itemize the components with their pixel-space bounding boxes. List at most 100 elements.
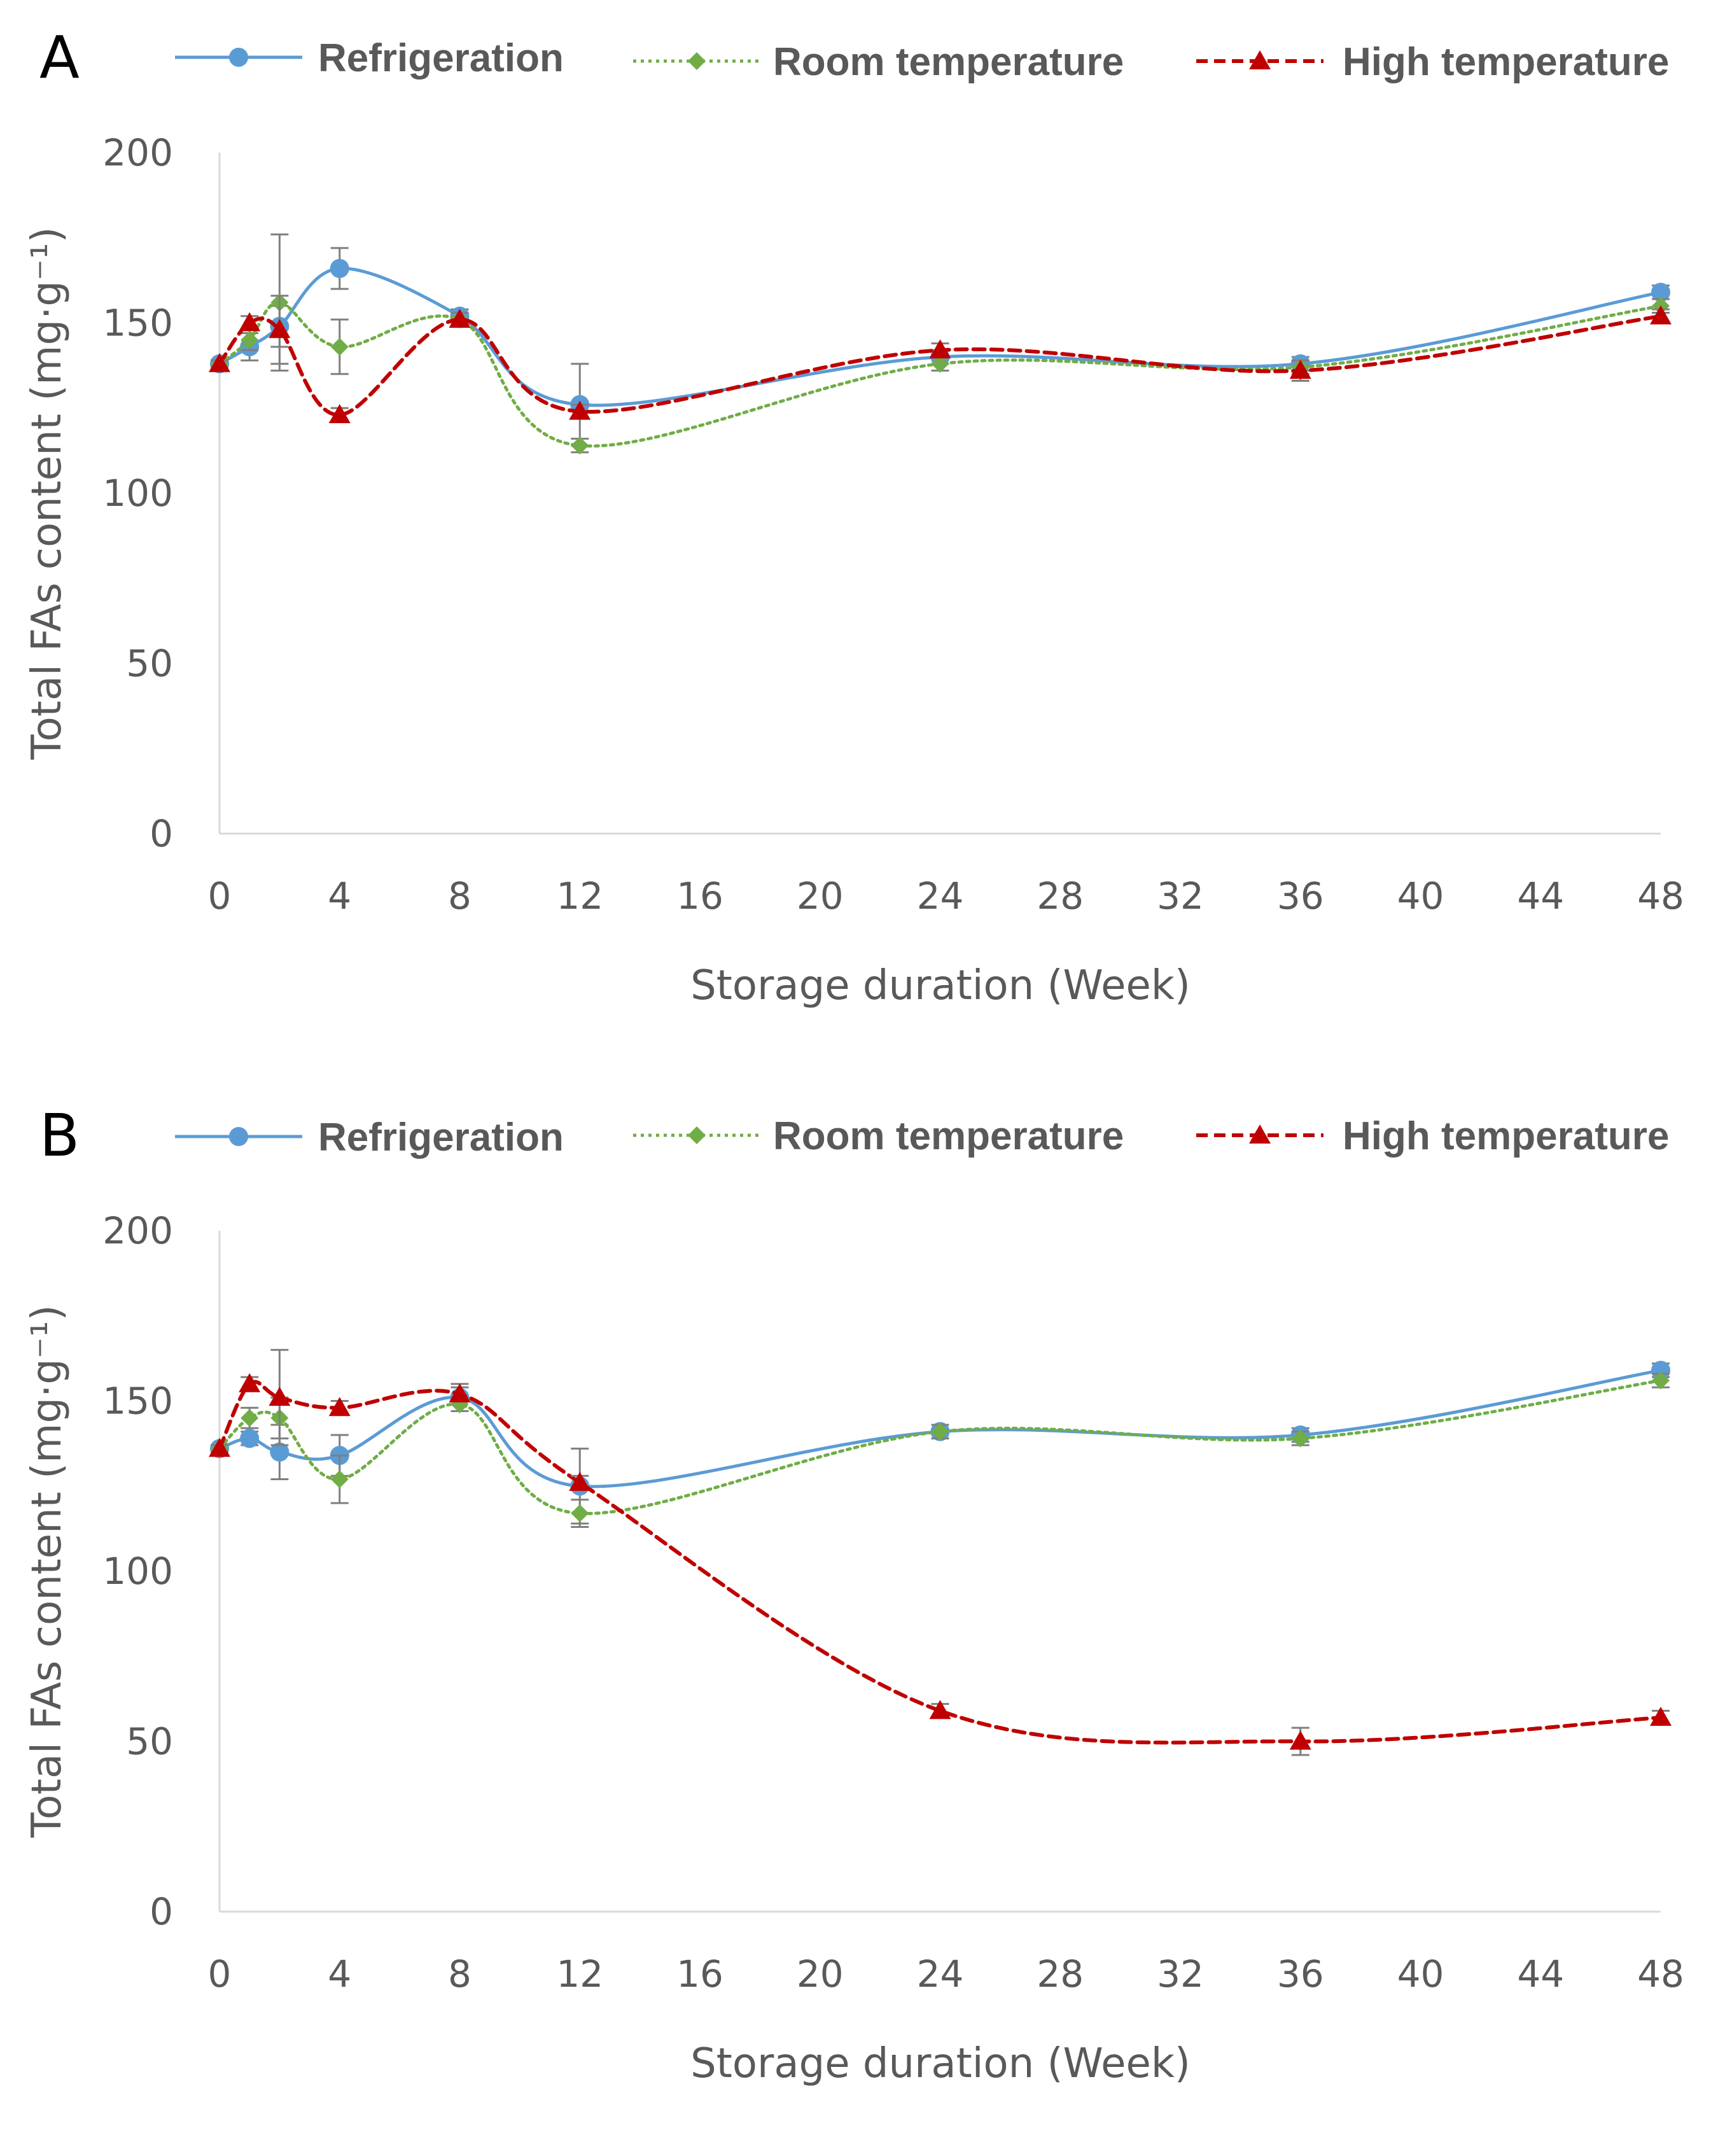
chart-b-svg: B Refrigeration Room temperature High tempe…	[24, 1102, 1684, 2087]
data-point-b-1-5	[571, 1504, 589, 1523]
legend-label-a-0: Refrigeration	[318, 36, 564, 80]
data-point-a-2-4	[449, 309, 471, 328]
x-tick-a-1: 4	[328, 874, 351, 918]
x-tick-b-2: 8	[448, 1952, 471, 1996]
y-tick-b-1: 50	[126, 1720, 173, 1763]
legend-item-b-0: Refrigeration	[175, 1116, 564, 1159]
x-tick-a-9: 36	[1277, 874, 1324, 918]
x-tick-b-10: 40	[1397, 1952, 1444, 1996]
x-tick-a-8: 32	[1157, 874, 1204, 918]
data-point-b-2-3	[328, 1397, 351, 1417]
x-axis-title-b: Storage duration (Week)	[690, 2040, 1191, 2087]
x-tick-b-3: 12	[556, 1952, 603, 1996]
y-axis-title-a: Total FAs content (mg·g⁻¹)	[24, 227, 71, 760]
legend-b: Refrigeration Room temperature High temper…	[175, 1114, 1669, 1159]
legend-label-a-1: Room temperature	[773, 40, 1124, 84]
data-point-b-2-2	[269, 1387, 291, 1406]
x-tick-b-5: 20	[797, 1952, 844, 1996]
x-tick-a-6: 24	[917, 874, 964, 918]
data-point-b-1-7	[1291, 1429, 1309, 1448]
x-tick-b-6: 24	[917, 1952, 964, 1996]
x-tick-b-4: 16	[676, 1952, 723, 1996]
chart-panel-a: A Refrigeration Room temperature High tempe…	[24, 24, 1684, 1009]
x-tick-a-10: 40	[1397, 874, 1444, 918]
legend-label-b-2: High temperature	[1343, 1114, 1669, 1158]
x-tick-b-8: 32	[1157, 1952, 1204, 1996]
y-axis-title-b: Total FAs content (mg·g⁻¹)	[24, 1305, 71, 1838]
data-point-a-2-6	[929, 339, 951, 359]
data-point-a-2-3	[328, 403, 351, 423]
data-point-b-0-2	[270, 1442, 290, 1462]
legend-item-a-0: Refrigeration	[175, 36, 564, 80]
data-point-b-2-5	[569, 1471, 591, 1491]
y-tick-b-4: 200	[102, 1209, 173, 1252]
x-tick-a-2: 8	[448, 874, 471, 918]
x-tick-a-5: 20	[797, 874, 844, 918]
data-point-a-2-1	[239, 312, 261, 332]
data-point-a-2-2	[269, 319, 291, 339]
data-point-a-1-3	[330, 337, 349, 356]
data-point-b-2-7	[1289, 1730, 1311, 1750]
data-point-a-1-1	[241, 331, 259, 349]
x-tick-b-12: 48	[1637, 1952, 1684, 1996]
chart-a-svg: A Refrigeration Room temperature High tempe…	[24, 24, 1684, 1009]
data-point-a-2-5	[569, 400, 591, 420]
data-point-a-2-8	[1650, 305, 1672, 325]
y-tick-a-4: 200	[102, 131, 173, 174]
data-point-b-1-6	[931, 1422, 949, 1441]
legend-marker-b-2	[1249, 1124, 1271, 1144]
series-b-0	[210, 1361, 1670, 1525]
data-point-a-0-8	[1651, 283, 1670, 302]
data-point-b-1-3	[330, 1470, 349, 1488]
series-a-2	[209, 295, 1672, 423]
legend-marker-a-1	[688, 52, 706, 70]
y-tick-b-2: 100	[102, 1550, 173, 1593]
legend-marker-b-0	[229, 1127, 248, 1146]
data-point-b-2-8	[1650, 1707, 1672, 1726]
data-point-a-2-7	[1289, 360, 1311, 379]
legend-a: Refrigeration Room temperature High temper…	[175, 36, 1669, 84]
legend-label-a-2: High temperature	[1343, 40, 1669, 84]
x-tick-a-7: 28	[1037, 874, 1084, 918]
x-tick-b-1: 4	[328, 1952, 351, 1996]
data-point-b-2-0	[209, 1438, 230, 1457]
x-axis-title-a: Storage duration (Week)	[690, 962, 1191, 1009]
legend-marker-a-2	[1249, 50, 1271, 69]
y-tick-a-0: 0	[150, 812, 173, 855]
data-point-b-2-1	[239, 1373, 261, 1392]
x-tick-a-3: 12	[556, 874, 603, 918]
series-line-a-0	[218, 267, 1663, 407]
y-tick-a-3: 150	[102, 302, 173, 345]
data-point-b-1-1	[241, 1409, 259, 1427]
x-tick-b-11: 44	[1517, 1952, 1564, 1996]
legend-item-b-2: High temperature	[1196, 1114, 1669, 1158]
y-tick-b-0: 0	[150, 1890, 173, 1933]
x-tick-a-0: 0	[208, 874, 232, 918]
y-tick-b-3: 150	[102, 1380, 173, 1423]
legend-marker-b-1	[688, 1126, 706, 1144]
data-point-b-1-8	[1652, 1371, 1670, 1390]
x-tick-b-7: 28	[1037, 1952, 1084, 1996]
legend-item-a-2: High temperature	[1196, 40, 1669, 84]
series-b-2	[209, 1348, 1672, 1756]
data-point-b-0-8	[1651, 1361, 1670, 1380]
legend-label-b-0: Refrigeration	[318, 1116, 564, 1159]
legend-item-a-1: Room temperature	[633, 40, 1124, 84]
x-tick-a-12: 48	[1637, 874, 1684, 918]
data-point-a-2-0	[209, 353, 230, 372]
panel-letter-a: A	[39, 24, 80, 92]
y-tick-a-1: 50	[126, 642, 173, 685]
data-point-b-0-1	[240, 1429, 260, 1448]
series-line-b-0	[218, 1368, 1663, 1488]
data-point-a-0-3	[330, 258, 349, 278]
legend-item-b-1: Room temperature	[633, 1114, 1124, 1158]
x-tick-b-9: 36	[1277, 1952, 1324, 1996]
y-tick-a-2: 100	[102, 472, 173, 515]
legend-marker-a-0	[229, 48, 248, 67]
panel-letter-b: B	[39, 1102, 80, 1170]
x-tick-b-0: 0	[208, 1952, 232, 1996]
x-tick-a-11: 44	[1517, 874, 1564, 918]
data-point-b-2-4	[449, 1383, 471, 1403]
chart-panel-b: B Refrigeration Room temperature High tempe…	[0, 1078, 1725, 2156]
x-tick-a-4: 16	[676, 874, 723, 918]
